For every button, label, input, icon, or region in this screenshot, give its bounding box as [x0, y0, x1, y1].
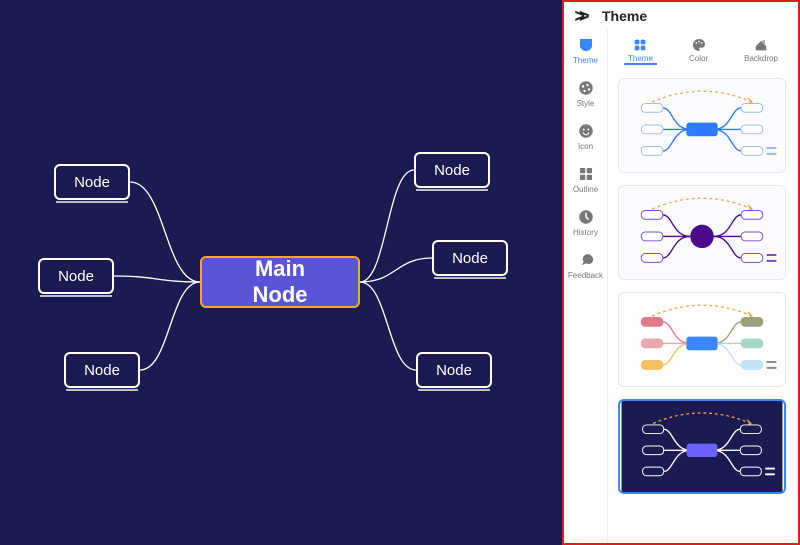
child-node-label: Node — [74, 174, 110, 191]
theme-thumbnails — [608, 70, 798, 543]
child-node[interactable]: Node — [414, 152, 490, 188]
theme-option-dark-purple[interactable] — [618, 399, 786, 494]
theme-panel: >> Theme Theme Style Icon Outline History Fee… — [562, 0, 800, 545]
theme-option-blue-light[interactable] — [618, 78, 786, 173]
tool-label: Outline — [573, 185, 598, 194]
child-node-label: Node — [58, 268, 94, 285]
child-node[interactable]: Node — [416, 352, 492, 388]
color-tab-icon — [691, 38, 707, 52]
tool-label: Icon — [578, 142, 593, 151]
theme-icon — [577, 36, 595, 54]
child-node[interactable]: Node — [38, 258, 114, 294]
tab-color[interactable]: Color — [685, 36, 712, 65]
tool-label: Style — [577, 99, 595, 108]
history-icon — [577, 208, 595, 226]
panel-tabs: Theme Color Backdrop — [608, 30, 798, 70]
tool-feedback[interactable]: Feedback — [564, 251, 608, 280]
child-node[interactable]: Node — [432, 240, 508, 276]
tool-strip: Theme Style Icon Outline History Feedback — [564, 30, 608, 543]
tool-style[interactable]: Style — [564, 79, 608, 108]
feedback-icon — [577, 251, 595, 269]
tab-theme[interactable]: Theme — [624, 36, 657, 65]
main-node[interactable]: Main Node — [200, 256, 360, 308]
child-node-label: Node — [84, 362, 120, 379]
backdrop-tab-icon — [753, 38, 769, 52]
tool-label: Theme — [573, 56, 598, 65]
panel-header: >> Theme — [564, 2, 798, 30]
tab-label: Color — [689, 54, 708, 63]
tab-label: Backdrop — [744, 54, 778, 63]
main-node-label: Main Node — [226, 256, 334, 308]
icon-icon — [577, 122, 595, 140]
chevrons-right-icon: >> — [574, 6, 583, 27]
panel-title: Theme — [602, 8, 647, 24]
outline-icon — [577, 165, 595, 183]
tab-backdrop[interactable]: Backdrop — [740, 36, 782, 65]
child-node[interactable]: Node — [64, 352, 140, 388]
theme-option-multi-color[interactable] — [618, 292, 786, 387]
mindmap-canvas[interactable]: Main Node Node Node Node Node Node Node — [0, 0, 562, 545]
child-node-label: Node — [436, 362, 472, 379]
collapse-panel-button[interactable]: >> — [568, 5, 596, 27]
child-node-label: Node — [434, 162, 470, 179]
tool-outline[interactable]: Outline — [564, 165, 608, 194]
tool-icon[interactable]: Icon — [564, 122, 608, 151]
theme-tab-icon — [632, 38, 648, 52]
tool-theme[interactable]: Theme — [564, 36, 608, 65]
tab-label: Theme — [628, 54, 653, 63]
theme-option-purple-light[interactable] — [618, 185, 786, 280]
child-node-label: Node — [452, 250, 488, 267]
child-node[interactable]: Node — [54, 164, 130, 200]
tool-label: History — [573, 228, 598, 237]
tool-label: Feedback — [568, 271, 603, 280]
tool-history[interactable]: History — [564, 208, 608, 237]
style-icon — [577, 79, 595, 97]
